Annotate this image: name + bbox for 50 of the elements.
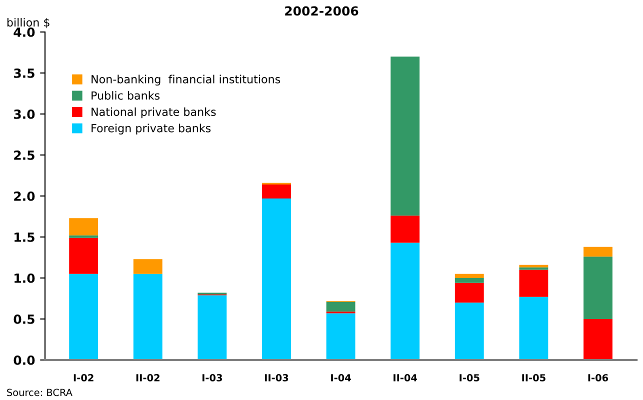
y-tick-label: 1.0 — [14, 273, 35, 283]
bar — [519, 264, 548, 268]
bar — [198, 295, 227, 360]
x-tick-label: I-02 — [74, 374, 94, 382]
x-tick-label: I-05 — [460, 374, 480, 382]
y-tick-label: 3.0 — [14, 109, 35, 119]
bar — [69, 235, 98, 238]
x-tick-label: I-06 — [588, 374, 608, 382]
bar — [390, 216, 420, 243]
x-tick-label: II-04 — [394, 374, 418, 382]
bar — [390, 56, 420, 216]
y-tick-label: 2.0 — [14, 191, 35, 201]
legend-label: National private banks — [92, 107, 216, 118]
bar — [326, 302, 356, 312]
bar — [454, 274, 484, 278]
y-tick-label: 2.5 — [14, 150, 34, 160]
y-axis-title: billion $ — [7, 18, 50, 28]
bar — [454, 278, 484, 283]
bar — [519, 296, 548, 360]
bar — [454, 302, 484, 360]
bar — [584, 246, 612, 257]
bar — [69, 218, 98, 236]
x-tick-label: II-05 — [522, 374, 546, 382]
bar — [519, 267, 548, 270]
x-tick-label: II-02 — [136, 374, 160, 382]
source-note: Source: BCRA — [7, 388, 72, 396]
bar — [326, 313, 356, 360]
y-tick-label: 4.0 — [14, 27, 35, 37]
bar — [262, 184, 291, 198]
bar — [133, 259, 162, 274]
bar — [69, 274, 98, 360]
x-tick-label: I-04 — [331, 374, 351, 382]
y-tick-label: 3.5 — [14, 68, 34, 78]
bar — [584, 319, 612, 360]
x-tick-label: II-03 — [264, 374, 288, 382]
y-tick-label: 1.5 — [14, 232, 34, 242]
bar — [133, 274, 162, 360]
legend-label: Public banks — [92, 91, 160, 100]
y-tick-label: 0.5 — [14, 314, 34, 324]
bar — [519, 270, 548, 297]
bar — [584, 256, 612, 319]
y-tick-label: 0.0 — [14, 355, 35, 365]
bar — [262, 198, 291, 360]
legend-label: Foreign private banks — [92, 124, 211, 134]
bar — [454, 282, 484, 303]
chart-title: 2002-2006 — [285, 6, 358, 16]
x-tick-label: I-03 — [202, 374, 222, 382]
bar — [390, 242, 420, 360]
bar — [69, 238, 98, 274]
legend-label: Non-banking financial institutions — [92, 74, 280, 86]
